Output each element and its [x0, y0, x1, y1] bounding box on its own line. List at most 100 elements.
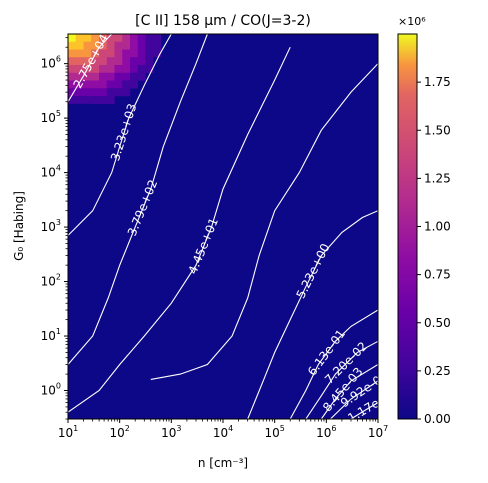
heatmap-cell [75, 65, 84, 74]
x-tick-label: 102 [109, 424, 129, 440]
x-axis: 101 102 103 104 105 106 107 [58, 419, 388, 440]
x-axis-label: n [cm⁻³] [198, 456, 248, 470]
heatmap-cell [75, 72, 84, 81]
heatmap-cell [145, 49, 154, 58]
heatmap-cell [75, 49, 84, 58]
heatmap-cell [83, 57, 92, 66]
x-tick-label: 103 [161, 424, 181, 440]
heatmap-cell [99, 88, 108, 97]
heatmap-cell [75, 57, 84, 66]
heatmap-cell [91, 57, 100, 66]
heatmap-cell [75, 34, 84, 43]
heatmap-cell [106, 88, 115, 97]
colorbar-tick-label: 1.75 [424, 75, 451, 89]
heatmap-cell [75, 88, 84, 97]
heatmap-cell [68, 41, 77, 50]
heatmap-cell [99, 34, 108, 43]
heatmap-cell [68, 72, 77, 81]
heatmap-cell [130, 57, 139, 66]
heatmap-cell [91, 80, 100, 89]
heatmap-cell [83, 96, 92, 105]
colorbar-scale-label: ×10⁶ [398, 15, 426, 28]
heatmap-cell [99, 65, 108, 74]
heatmap-cell [122, 57, 131, 66]
heatmap-cell [68, 103, 77, 112]
y-tick-label: 100 [41, 382, 61, 398]
colorbar-tick-label: 1.00 [424, 220, 451, 234]
heatmap-cell [137, 72, 146, 81]
heatmap-cell [91, 72, 100, 81]
heatmap-cell [122, 80, 131, 89]
heatmap-cell [83, 72, 92, 81]
heatmap-cell [99, 72, 108, 81]
heatmap-cell [114, 65, 123, 74]
heatmap-cell [114, 57, 123, 66]
colorbar-tick-label: 0.25 [424, 364, 451, 378]
heatmap-cell [99, 41, 108, 50]
y-tick-label: 101 [41, 327, 61, 343]
contour-line [289, 309, 378, 419]
heatmap-cell [91, 96, 100, 105]
heatmap-cell [130, 41, 139, 50]
heatmap-area [68, 34, 378, 419]
heatmap-cell [68, 34, 77, 43]
x-tick-label: 105 [264, 424, 284, 440]
contour-line [150, 63, 378, 380]
heatmap-cell [122, 34, 131, 43]
contour-line [330, 380, 378, 419]
y-tick-label: 102 [41, 273, 61, 289]
heatmap-cell [68, 80, 77, 89]
heatmap-cell [83, 49, 92, 58]
heatmap-cell [153, 41, 162, 50]
x-tick-label: 106 [316, 424, 336, 440]
heatmap-cell [91, 88, 100, 97]
heatmap-cell [106, 65, 115, 74]
contour-line [247, 210, 378, 419]
heatmap-cell [137, 65, 146, 74]
heatmap-cell [83, 88, 92, 97]
x-tick-label: 101 [58, 424, 78, 440]
heatmap-cell [106, 96, 115, 105]
heatmap-cell [153, 49, 162, 58]
heatmap-cell [99, 49, 108, 58]
heatmap-cell [114, 41, 123, 50]
heatmap-cell [137, 34, 146, 43]
heatmap-cell [122, 49, 131, 58]
heatmap-cell [68, 88, 77, 97]
heatmap-cell [122, 72, 131, 81]
heatmap-cell [106, 41, 115, 50]
heatmap-cell [137, 57, 146, 66]
heatmap-cell [130, 72, 139, 81]
y-tick-label: 104 [41, 164, 61, 180]
heatmap-cell [153, 34, 162, 43]
heatmap-cell [137, 41, 146, 50]
heatmap-cell [137, 49, 146, 58]
heatmap-background [68, 34, 378, 419]
heatmap-cell [75, 41, 84, 50]
colorbar-tick-label: 1.50 [424, 123, 451, 137]
heatmap-cell [99, 96, 108, 105]
contour-line [68, 34, 113, 102]
contour-line [320, 364, 378, 419]
heatmap-cell [114, 72, 123, 81]
heatmap-cell [83, 80, 92, 89]
x-tick-label: 104 [213, 424, 233, 440]
heatmap-cell [114, 88, 123, 97]
heatmap-cell [83, 103, 92, 112]
heatmap-cell [106, 49, 115, 58]
heatmap-cell [83, 41, 92, 50]
heatmap-cell [130, 80, 139, 89]
chart-title: [C II] 158 μm / CO(J=3-2) [135, 13, 311, 29]
heatmap-cell [114, 80, 123, 89]
contour-line [305, 340, 378, 419]
y-axis: 100 101 102 103 104 105 106 [41, 37, 68, 420]
heatmap-cell [106, 72, 115, 81]
heatmap-cell [68, 65, 77, 74]
heatmap-cell [145, 34, 154, 43]
colorbar-ticks: 0.00 0.25 0.50 0.75 1.00 1.25 1.50 1.75 [417, 75, 451, 426]
heatmap-cell [122, 41, 131, 50]
heatmap-cell [75, 103, 84, 112]
colorbar [397, 33, 418, 420]
contour-line [68, 34, 208, 365]
heatmap-cell [122, 88, 131, 97]
